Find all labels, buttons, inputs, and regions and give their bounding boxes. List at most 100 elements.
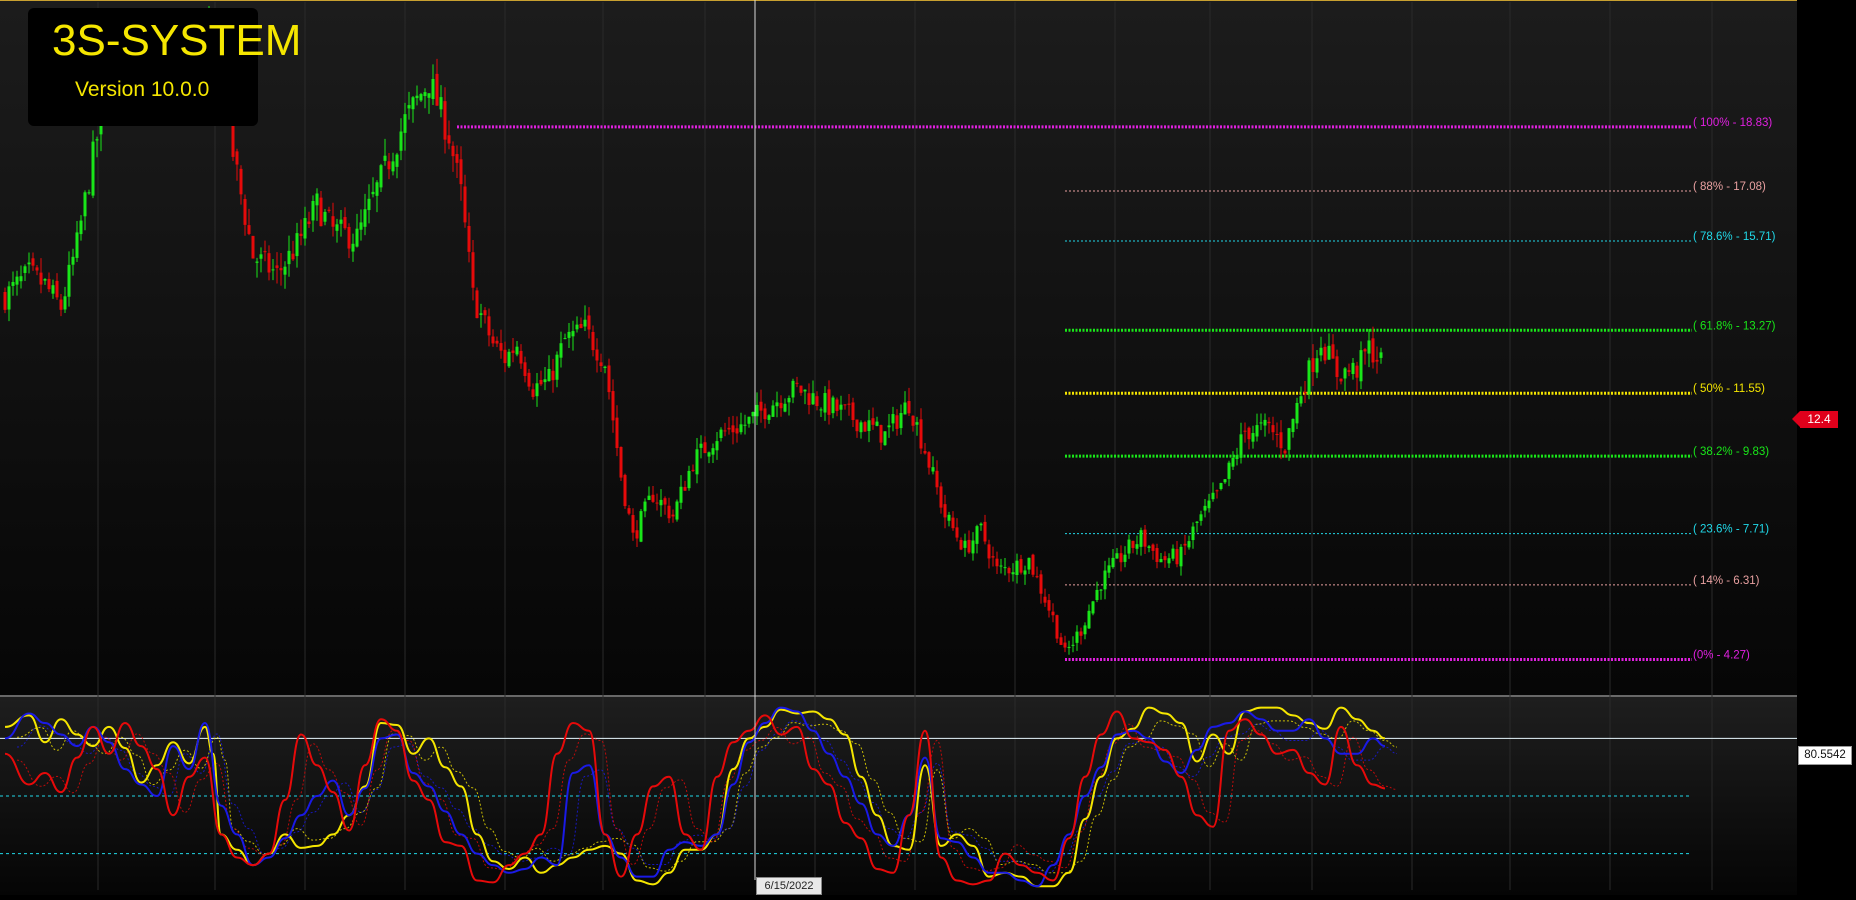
candle-body xyxy=(383,155,387,161)
candle-body xyxy=(1267,421,1271,424)
candle-body xyxy=(1207,500,1211,509)
candle-body xyxy=(359,222,363,230)
candle-body xyxy=(515,346,519,355)
candle-body xyxy=(575,324,579,330)
candle-body xyxy=(875,421,879,426)
fib-level-label: ( 50% - 11.55) xyxy=(1693,383,1765,395)
candle-body xyxy=(1379,352,1383,358)
candle-body xyxy=(63,296,67,310)
candle-body xyxy=(231,107,235,157)
candle-body xyxy=(311,200,315,221)
candle-body xyxy=(1327,345,1331,360)
candle-body xyxy=(1091,601,1095,614)
candle-body xyxy=(43,279,47,281)
candle-body xyxy=(1359,350,1363,382)
candle-body xyxy=(1087,610,1091,629)
candle-body xyxy=(1239,434,1243,458)
candle-body xyxy=(391,161,395,172)
candle-body xyxy=(83,192,87,217)
candle-body xyxy=(87,192,91,194)
candle-body xyxy=(655,502,659,504)
candle-body xyxy=(71,256,75,265)
fibonacci-layer: ( 100% - 18.83) ( 88% - 17.08) ( 78.6% - 1… xyxy=(457,117,1776,662)
candle-body xyxy=(343,217,347,229)
candle-body xyxy=(1107,565,1111,573)
candle-body xyxy=(939,486,943,508)
grid-layer xyxy=(97,2,1713,890)
candle-body xyxy=(963,540,967,548)
candle-body xyxy=(991,556,995,558)
candle-body xyxy=(51,285,55,294)
candle-body xyxy=(1307,360,1311,395)
candle-body xyxy=(1363,349,1367,352)
candle-body xyxy=(659,499,663,506)
candle-body xyxy=(279,268,283,271)
candle-body xyxy=(955,527,959,538)
candle-body xyxy=(775,402,779,407)
candle-body xyxy=(879,425,883,443)
candle-body xyxy=(1099,589,1103,591)
candle-body xyxy=(1375,359,1379,362)
candle-body xyxy=(1155,548,1159,562)
candle-body xyxy=(891,414,895,424)
candle-body xyxy=(911,415,915,426)
candle-body xyxy=(251,235,255,259)
candle-body xyxy=(1351,362,1355,374)
candle-body xyxy=(739,424,743,433)
candle-body xyxy=(619,446,623,478)
candle-body xyxy=(1271,425,1275,433)
candle-body xyxy=(275,265,279,268)
candle-body xyxy=(851,402,855,421)
candle-body xyxy=(35,267,39,271)
candle-body xyxy=(651,494,655,502)
candle-body xyxy=(1339,378,1343,382)
oscillator-signal-line xyxy=(16,720,1398,874)
candle-body xyxy=(1191,526,1195,541)
candle-body xyxy=(935,470,939,488)
candle-body xyxy=(831,397,835,414)
candle-body xyxy=(843,404,847,406)
candle-body xyxy=(727,427,731,430)
candle-body xyxy=(491,336,495,344)
candle-body xyxy=(1275,433,1279,435)
oscillator-line xyxy=(4,710,1386,886)
candle-body xyxy=(19,276,23,282)
candle-body xyxy=(1315,358,1319,373)
candle-body xyxy=(1303,391,1307,394)
candle-body xyxy=(79,220,83,235)
candle-body xyxy=(743,424,747,426)
candle-body xyxy=(735,428,739,434)
candle-body xyxy=(943,504,947,518)
candle-body xyxy=(1051,611,1055,616)
candle-body xyxy=(919,419,923,449)
candle-body xyxy=(495,340,499,344)
candle-body xyxy=(507,351,511,367)
candle-body xyxy=(1019,559,1023,573)
candle-body xyxy=(671,514,675,517)
candle-body xyxy=(291,253,295,260)
candle-body xyxy=(327,209,331,211)
candle-body xyxy=(971,540,975,554)
candle-body xyxy=(247,225,251,234)
candle-body xyxy=(319,197,323,227)
candle-body xyxy=(567,331,571,338)
candle-body xyxy=(243,199,247,225)
candle-body xyxy=(447,135,451,144)
fib-level-label: ( 78.6% - 15.71) xyxy=(1693,231,1776,243)
candle-body xyxy=(1243,430,1247,432)
candle-body xyxy=(927,452,931,468)
candle-body xyxy=(351,243,355,252)
candle-body xyxy=(871,418,875,425)
candle-body xyxy=(895,415,899,429)
candle-body xyxy=(235,151,239,165)
candle-body xyxy=(995,558,999,567)
candle-body xyxy=(1047,600,1051,611)
candle-body xyxy=(679,486,683,503)
candle-body xyxy=(931,467,935,472)
candle-body xyxy=(1151,544,1155,551)
oscillator-line xyxy=(4,706,1386,888)
candle-body xyxy=(1291,418,1295,433)
candle-body xyxy=(1235,455,1239,460)
candle-body xyxy=(1255,425,1259,437)
candle-body xyxy=(1035,576,1039,578)
